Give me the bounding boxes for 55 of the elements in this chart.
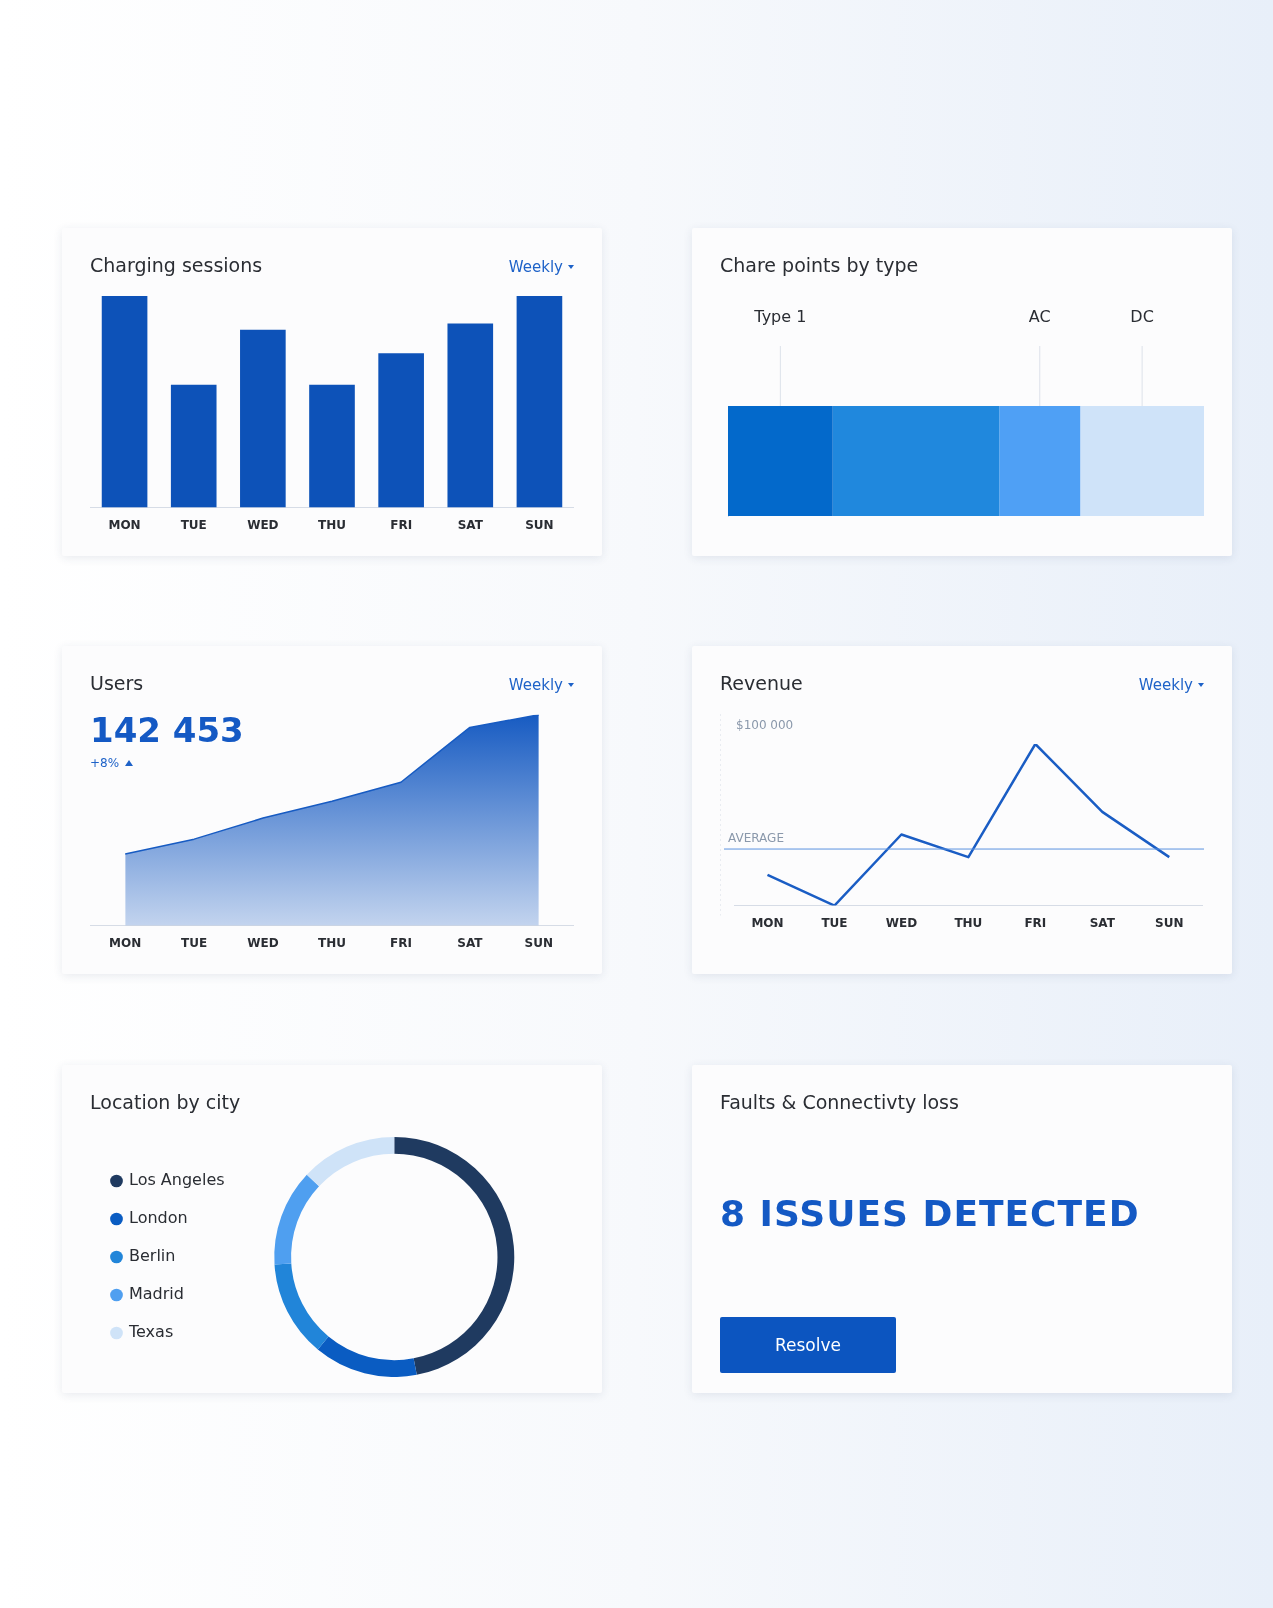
x-tick-label: WED [247,935,279,950]
x-tick-label: SAT [457,935,484,950]
text: AC [1028,307,1051,327]
chart-title: Users [90,672,144,694]
bar [240,329,286,508]
chart-title: Chare points by type [720,254,919,276]
x-tick-label: WED [885,915,918,930]
chart-title: Location by city [90,1091,241,1113]
bar [170,384,217,508]
chart-title: Charging sessions [90,254,263,276]
annotation: +8% [90,756,120,770]
text: Resolve [774,1335,841,1355]
x-tick-label: FRI [389,935,412,950]
x-tick-label: MON [109,935,142,950]
x-tick-label: FRI [1024,915,1047,930]
bar [101,296,148,508]
ref-line-label: AVERAGE [728,831,784,846]
x-tick-label: TUE [821,915,848,930]
x-tick-label: SAT [457,517,484,532]
x-tick-label: FRI [390,517,413,532]
bar [832,406,1000,516]
bar [516,296,563,508]
text: 8 ISSUES DETECTED [720,1193,1140,1234]
x-tick-label: SUN [524,935,553,950]
bar [447,323,494,508]
text: Weekly [1138,676,1193,694]
x-tick-label: TUE [180,517,207,532]
text: Faults & Connectivty loss [720,1091,959,1113]
x-tick-label: SUN [525,517,554,532]
x-tick-label: MON [108,517,141,532]
bar [999,406,1081,516]
text: Weekly [508,258,563,276]
x-tick-label: SUN [1155,915,1184,930]
text: Type 1 [753,307,807,327]
text: DC [1130,307,1154,327]
bar [1080,406,1204,516]
legend-label: London [129,1208,188,1228]
legend-label: Texas [128,1322,174,1342]
chart-title: Revenue [720,672,803,694]
x-tick-label: MON [751,915,784,930]
legend-label: Los Angeles [129,1170,225,1190]
x-tick-label: WED [247,517,279,532]
text: $100 000 [736,718,794,732]
bar [309,384,355,508]
legend-label: Berlin [129,1246,176,1266]
x-tick-label: THU [954,915,983,930]
bar [728,406,833,516]
text: Weekly [508,676,563,694]
x-tick-label: SAT [1089,915,1116,930]
x-tick-label: THU [318,935,346,950]
legend-label: Madrid [129,1284,184,1304]
x-tick-label: TUE [181,935,208,950]
annotation: 142 453 [90,710,244,750]
x-tick-label: THU [318,517,346,532]
bar [378,353,424,508]
